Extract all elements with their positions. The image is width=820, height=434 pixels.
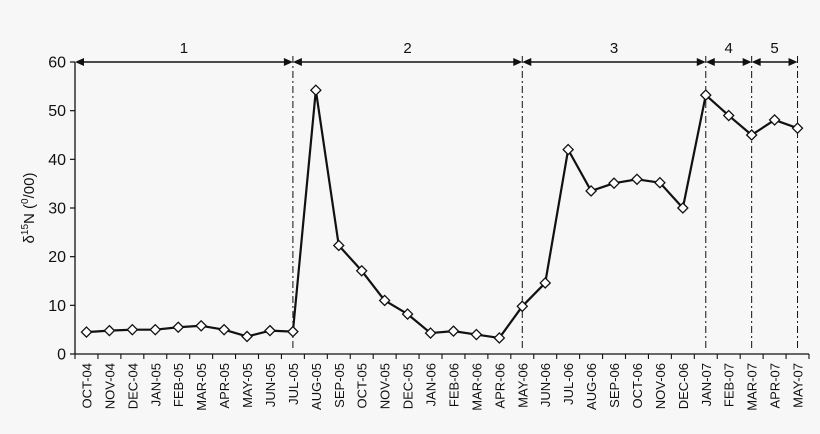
x-tick-label: FEB-05 bbox=[171, 363, 186, 407]
data-point bbox=[699, 89, 712, 102]
data-point bbox=[516, 300, 529, 313]
x-tick-label: APR-05 bbox=[217, 363, 232, 409]
arrow-left-icon bbox=[292, 58, 302, 66]
arrow-left-icon bbox=[751, 58, 761, 66]
y-label-unit-sup: 0 bbox=[20, 198, 31, 204]
x-tick-label: DEC-04 bbox=[125, 363, 140, 409]
y-tick-label: 50 bbox=[48, 103, 66, 120]
y-label-unit: /00) bbox=[21, 173, 38, 199]
arrow-right-icon bbox=[696, 58, 706, 66]
data-point bbox=[286, 325, 299, 338]
y-tick-label: 30 bbox=[48, 201, 66, 218]
data-point bbox=[608, 177, 620, 190]
data-point bbox=[470, 328, 483, 341]
data-point bbox=[401, 308, 414, 321]
data-point bbox=[218, 323, 231, 336]
data-point bbox=[80, 326, 93, 339]
series bbox=[80, 84, 804, 344]
x-tick-label: AUG-05 bbox=[309, 363, 324, 410]
arrow-right-icon bbox=[788, 58, 798, 66]
arrow-left-icon bbox=[705, 58, 715, 66]
data-point bbox=[653, 176, 666, 189]
periods: 1 2 3 4 5 bbox=[75, 40, 799, 350]
y-tick-label: 60 bbox=[48, 55, 66, 72]
x-tick-label: JUL-06 bbox=[561, 363, 576, 405]
arrow-right-icon bbox=[513, 58, 523, 66]
y-tick-label: 40 bbox=[48, 152, 66, 169]
x-tick-label: JUL-05 bbox=[286, 363, 301, 405]
data-point bbox=[493, 332, 506, 344]
data-point bbox=[309, 84, 322, 97]
data-point bbox=[539, 277, 552, 289]
svg-text:δ15N (0/00): δ15N (0/00) bbox=[20, 173, 38, 244]
y-label-sup: 15 bbox=[20, 224, 31, 236]
x-tick-label: MAY-07 bbox=[791, 363, 806, 408]
period-label: 1 bbox=[180, 40, 188, 57]
period-label: 4 bbox=[725, 40, 733, 57]
data-point bbox=[378, 294, 391, 307]
x-tick-label: FEB-06 bbox=[446, 363, 461, 407]
y-tick-label: 20 bbox=[48, 249, 66, 266]
data-point bbox=[585, 185, 598, 197]
x-tick-label: MAY-06 bbox=[515, 363, 530, 408]
data-point bbox=[745, 129, 758, 141]
data-point bbox=[722, 109, 735, 122]
data-point bbox=[631, 173, 643, 186]
y-tick-label: 0 bbox=[57, 347, 66, 364]
axes: 0 10 20 30 40 50 60 OCT-04 NOV-04 DEC-04 JAN-05 FEB… bbox=[48, 55, 810, 411]
x-tick-label: OCT-05 bbox=[355, 363, 370, 409]
y-label-n: N ( bbox=[21, 204, 38, 224]
period-label: 2 bbox=[403, 40, 411, 57]
x-tick-label: SEP-06 bbox=[607, 363, 622, 408]
y-label-delta: δ bbox=[21, 235, 38, 243]
x-tick-label: AUG-06 bbox=[584, 363, 599, 410]
arrow-right-icon bbox=[283, 58, 293, 66]
x-tick-label: DEC-06 bbox=[676, 363, 691, 409]
data-point bbox=[424, 327, 437, 339]
period-label: 3 bbox=[610, 40, 618, 57]
arrow-right-icon bbox=[742, 58, 752, 66]
data-point bbox=[768, 113, 781, 126]
data-point bbox=[126, 323, 139, 336]
x-tick-label: SEP-05 bbox=[332, 363, 347, 408]
y-tick-label: 10 bbox=[48, 298, 66, 315]
x-tick-label: DEC-05 bbox=[401, 363, 416, 409]
x-tick-label: JAN-06 bbox=[424, 363, 439, 406]
x-tick-label: MAR-06 bbox=[469, 363, 484, 411]
data-point bbox=[676, 202, 689, 214]
x-tick-label: MAY-05 bbox=[240, 363, 255, 408]
data-point bbox=[172, 321, 185, 334]
x-tick-label: JUN-06 bbox=[538, 363, 553, 407]
x-tick-label: APR-07 bbox=[768, 363, 783, 409]
x-tick-label: JAN-05 bbox=[148, 363, 163, 406]
series-line bbox=[86, 89, 798, 340]
x-tick-label: APR-06 bbox=[492, 363, 507, 409]
period-label: 5 bbox=[770, 40, 778, 57]
data-point bbox=[241, 330, 253, 343]
x-tick-label: OCT-04 bbox=[79, 363, 94, 409]
x-tick-label: JUN-05 bbox=[263, 363, 278, 407]
data-point bbox=[791, 122, 804, 135]
data-point bbox=[355, 264, 368, 277]
x-tick-label: MAR-07 bbox=[745, 363, 760, 411]
arrow-left-icon bbox=[522, 58, 532, 66]
x-tick-label: NOV-05 bbox=[378, 363, 393, 409]
x-tick-label: OCT-06 bbox=[630, 363, 645, 409]
x-tick-label: NOV-06 bbox=[653, 363, 668, 409]
x-tick-label: NOV-04 bbox=[102, 363, 117, 409]
x-tick-label: JAN-07 bbox=[699, 363, 714, 406]
data-point bbox=[103, 324, 116, 337]
data-point bbox=[195, 319, 208, 332]
arrow-left-icon bbox=[75, 58, 84, 66]
data-point bbox=[562, 143, 575, 156]
data-point bbox=[149, 323, 162, 336]
data-point bbox=[264, 324, 276, 337]
data-point bbox=[447, 325, 460, 338]
x-tick-label: MAR-05 bbox=[194, 363, 209, 411]
data-point bbox=[332, 239, 345, 252]
y-axis-label: δ15N (0/00) bbox=[20, 173, 38, 244]
x-tick-label: FEB-07 bbox=[722, 363, 737, 407]
